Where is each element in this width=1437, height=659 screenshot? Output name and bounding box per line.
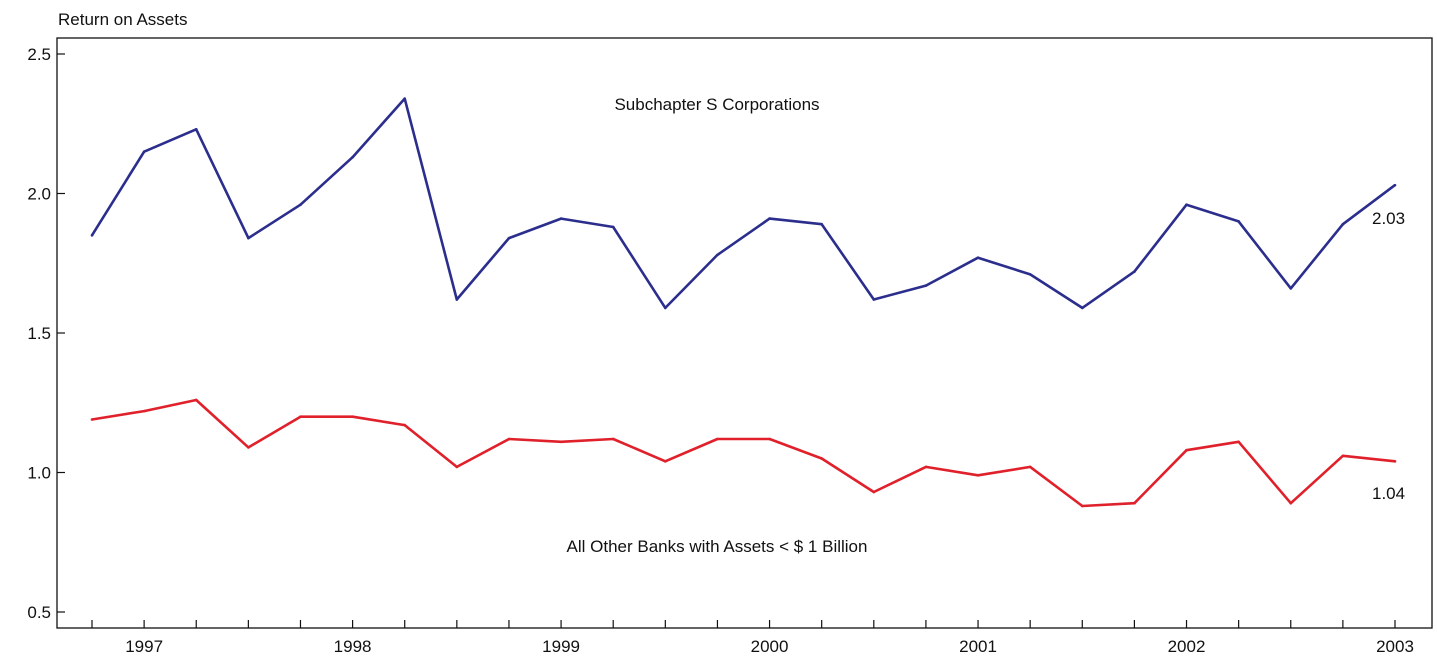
series-0-point-13	[768, 217, 771, 220]
series-0-point-15	[872, 298, 876, 301]
series-1-point-15	[872, 490, 876, 494]
y-tick-label-1: 1.0	[27, 464, 51, 483]
series-1-point-20	[1133, 501, 1136, 505]
series-0-point-2	[194, 128, 198, 131]
x-tick-label-1997: 1997	[125, 637, 163, 656]
series-0-point-0	[90, 234, 94, 237]
series-0-point-10	[611, 225, 615, 229]
series-0-point-5	[351, 155, 354, 159]
series-0-point-14	[820, 222, 823, 226]
series-0-point-4	[299, 203, 302, 206]
annotation-other-banks: All Other Banks with Assets < $ 1 Billio…	[567, 537, 868, 556]
series-1-point-6	[403, 423, 407, 427]
series-0-point-18	[1028, 273, 1032, 276]
y-tick-label-3: 2.0	[27, 185, 51, 204]
series-1-point-13	[768, 437, 771, 441]
series-1-point-5	[351, 415, 354, 419]
series-1-point-4	[299, 415, 302, 419]
series-0-point-12	[716, 253, 719, 257]
x-tick-label-2002: 2002	[1168, 637, 1206, 656]
series-1-point-2	[194, 398, 198, 402]
series-0-point-1	[142, 150, 146, 153]
x-tick-label-1999: 1999	[542, 637, 580, 656]
series-1-point-25	[1393, 460, 1397, 463]
series-1-point-10	[611, 437, 615, 441]
series-1-point-9	[559, 440, 563, 444]
series-1-point-14	[820, 457, 823, 460]
series-1-point-22	[1237, 440, 1240, 444]
series-0-point-24	[1341, 222, 1345, 226]
y-tick-label-4: 2.5	[27, 45, 51, 64]
series-0-point-9	[559, 217, 563, 220]
series-layer	[90, 97, 1397, 508]
series-0-point-22	[1237, 220, 1240, 223]
series-1-point-24	[1341, 454, 1345, 458]
y-tick-label-0: 0.5	[27, 603, 51, 622]
series-1-point-11	[664, 460, 667, 463]
y-tick-label-2: 1.5	[27, 324, 51, 343]
series-0-point-16	[924, 284, 928, 287]
series-0-point-8	[507, 236, 511, 240]
series-0-point-7	[455, 298, 459, 301]
series-0-point-17	[976, 256, 980, 259]
series-1-point-21	[1185, 448, 1188, 452]
series-1-point-3	[247, 446, 250, 449]
y-axis-label: Return on Assets	[58, 10, 187, 29]
series-0-point-19	[1080, 306, 1084, 310]
series-line-0	[90, 97, 1396, 310]
series-1-point-7	[455, 465, 459, 469]
y-axis: 0.5 1.0 1.5 2.0 2.5	[27, 45, 65, 622]
series-0-point-21	[1185, 203, 1188, 206]
series-1-point-17	[976, 473, 980, 477]
series-1-point-19	[1080, 504, 1084, 508]
series-1-point-18	[1028, 465, 1032, 469]
series-line-1	[91, 398, 1396, 508]
series-0-point-11	[664, 306, 667, 310]
series-1-point-12	[716, 437, 719, 441]
series-0-point-25	[1393, 183, 1397, 187]
x-tick-label-1998: 1998	[334, 637, 372, 656]
series-0-point-23	[1289, 287, 1293, 290]
end-label-subchapter-s: 2.03	[1372, 209, 1405, 228]
series-0-point-20	[1133, 270, 1136, 273]
series-0-point-6	[403, 97, 407, 100]
x-axis: 1997 1998 1999 2000 2001 2002 2003	[91, 620, 1414, 656]
end-label-other-banks: 1.04	[1372, 484, 1405, 503]
x-tick-label-2000: 2000	[751, 637, 789, 656]
series-1-point-1	[142, 409, 146, 413]
series-1-point-0	[90, 418, 94, 421]
annotation-subchapter-s: Subchapter S Corporations	[614, 95, 819, 114]
series-0-point-3	[247, 236, 250, 240]
series-1-point-8	[507, 437, 511, 441]
series-1-point-16	[924, 465, 928, 469]
x-tick-label-2001: 2001	[959, 637, 997, 656]
series-1-point-23	[1289, 501, 1293, 505]
x-tick-label-2003: 2003	[1376, 637, 1414, 656]
